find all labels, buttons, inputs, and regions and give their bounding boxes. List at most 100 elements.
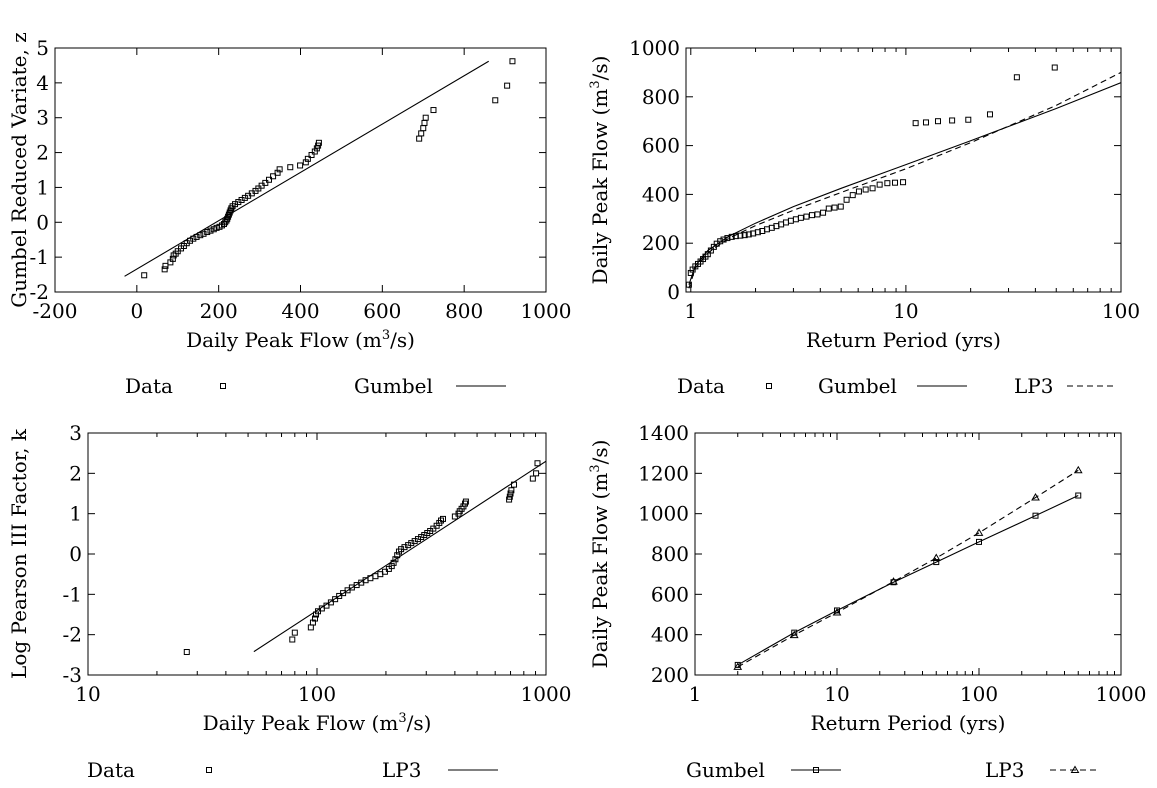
data-point xyxy=(492,97,499,104)
y-tick-label: 200 xyxy=(642,231,680,255)
data-point xyxy=(843,196,850,203)
y-tick-label: -2 xyxy=(30,280,49,304)
data-point xyxy=(534,460,541,467)
x-tick-label: 400 xyxy=(281,299,319,323)
x-tick-label: 1 xyxy=(689,682,702,706)
data-point xyxy=(869,185,876,192)
x-tick-label: 10 xyxy=(824,682,849,706)
legend-marker xyxy=(1070,765,1080,773)
plot-area xyxy=(686,64,1121,289)
y-tick-label: 1000 xyxy=(638,502,689,526)
legend-label: Gumbel xyxy=(354,374,433,398)
y-tick-label: -1 xyxy=(63,582,82,606)
data-point xyxy=(207,227,214,234)
data-point xyxy=(204,229,211,236)
data-point xyxy=(912,120,919,127)
data-point xyxy=(787,217,794,224)
x-tick-label: -200 xyxy=(33,299,78,323)
x-axis-label: Return Period (yrs) xyxy=(806,328,1001,352)
data-point xyxy=(313,611,320,618)
data-point xyxy=(741,232,748,239)
x-tick-label: 100 xyxy=(960,682,998,706)
legend-label: Data xyxy=(125,374,173,398)
legend-label: Data xyxy=(87,758,135,782)
data-point xyxy=(1013,74,1020,81)
y-tick-label: -2 xyxy=(63,623,82,647)
data-point xyxy=(392,556,399,563)
x-tick-label: 1000 xyxy=(1096,682,1147,706)
data-point xyxy=(529,475,536,482)
data-point xyxy=(315,139,322,146)
y-tick-label: 0 xyxy=(667,280,680,304)
data-point xyxy=(717,238,724,245)
data-point xyxy=(1051,64,1058,71)
series-lp3-marker xyxy=(1073,465,1083,474)
legend-marker xyxy=(206,767,212,773)
data-point xyxy=(287,164,294,171)
x-tick-label: 600 xyxy=(363,299,401,323)
y-tick-label: 0 xyxy=(36,210,49,234)
data-point xyxy=(388,563,395,570)
y-tick-label: 1 xyxy=(69,502,82,526)
data-point xyxy=(792,216,799,223)
plot-frame xyxy=(87,432,547,676)
plot-frame xyxy=(54,47,547,293)
data-point xyxy=(965,116,972,123)
y-tick-label: 4 xyxy=(36,71,49,95)
x-tick-label: 10 xyxy=(893,299,918,323)
plot-frame xyxy=(694,432,1122,676)
series-lp3-marker xyxy=(931,553,941,562)
legend-label: Gumbel xyxy=(686,758,765,782)
legend-label: LP3 xyxy=(1014,374,1053,398)
x-tick-label: 0 xyxy=(130,299,143,323)
data-point xyxy=(509,58,516,65)
data-point xyxy=(508,487,515,494)
x-tick-label: 100 xyxy=(298,682,336,706)
data-point xyxy=(193,233,200,240)
data-point xyxy=(820,209,827,216)
data-point xyxy=(332,596,339,603)
data-point xyxy=(797,214,804,221)
series-lp3-line xyxy=(253,460,546,653)
y-tick-label: 400 xyxy=(651,623,689,647)
series-gumbel-marker xyxy=(1032,512,1039,519)
data-point xyxy=(900,179,907,186)
y-tick-label: 1 xyxy=(36,175,49,199)
data-point xyxy=(745,231,752,238)
legend: Data Gumbel xyxy=(125,374,506,398)
data-point xyxy=(754,229,761,236)
series-gumbel-line xyxy=(124,60,489,277)
data-point xyxy=(849,192,856,199)
legend: Data LP3 xyxy=(87,758,498,782)
series-lp3-marker xyxy=(889,577,898,585)
y-tick-label: 3 xyxy=(69,421,82,445)
data-point xyxy=(440,515,447,522)
data-point xyxy=(922,119,929,126)
y-tick-label: -1 xyxy=(30,245,49,269)
series-lp3-line xyxy=(688,71,1121,289)
chart-panel-3: 10 100 1000 -3 -2 -1 0 1 2 3 Daily Peak Flow (m3/s… xyxy=(7,421,571,782)
data-point xyxy=(506,493,513,500)
x-tick-label: 200 xyxy=(200,299,238,323)
data-point xyxy=(183,649,190,656)
y-axis-label: Daily Peak Flow (m3/s) xyxy=(588,440,612,669)
legend-marker xyxy=(220,383,226,389)
series-gumbel-line xyxy=(688,82,1121,285)
series-lp3-marker xyxy=(1031,493,1040,501)
series-gumbel-marker xyxy=(976,538,982,545)
data-point xyxy=(197,232,204,239)
x-tick-label: 10 xyxy=(75,682,100,706)
data-point xyxy=(276,166,283,173)
series-lp3-marker xyxy=(974,528,984,536)
data-point xyxy=(420,125,427,132)
data-point xyxy=(724,235,731,242)
data-point xyxy=(986,111,993,118)
series-lp3-marker xyxy=(733,662,743,670)
data-point xyxy=(533,470,540,477)
y-tick-label: 600 xyxy=(651,582,689,606)
data-point xyxy=(422,114,429,121)
y-tick-label: 0 xyxy=(69,542,82,566)
data-point xyxy=(430,107,437,114)
data-point xyxy=(934,118,941,125)
